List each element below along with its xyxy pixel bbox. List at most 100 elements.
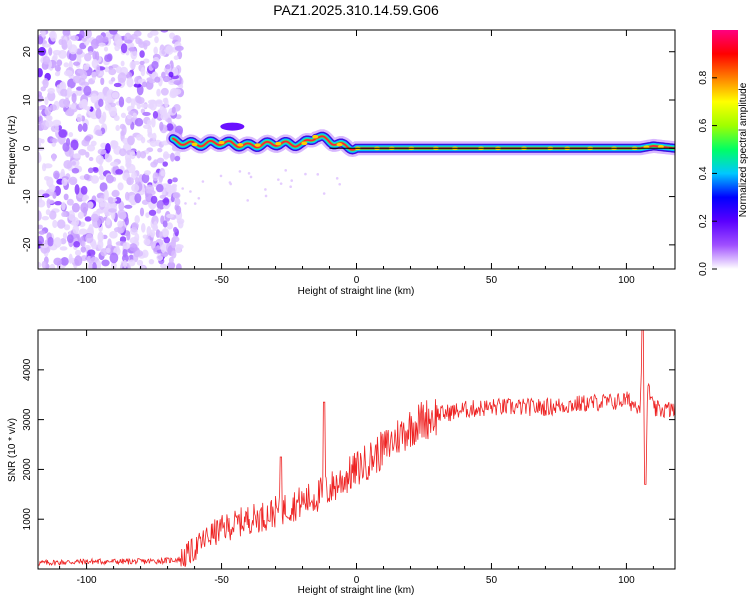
noise-blob bbox=[102, 95, 108, 101]
noise-blob bbox=[99, 182, 108, 192]
chart-title: PAZ1.2025.310.14.59.G06 bbox=[273, 2, 439, 18]
noise-blob bbox=[172, 177, 178, 183]
noise-blob bbox=[124, 216, 129, 226]
noise-blob bbox=[49, 210, 57, 220]
noise-blob bbox=[91, 71, 97, 78]
noise-blob bbox=[81, 196, 87, 202]
noise-blob bbox=[108, 208, 117, 213]
top-y-tick-label: 0 bbox=[22, 145, 33, 151]
noise-blob bbox=[54, 123, 59, 133]
noise-blob bbox=[103, 189, 109, 201]
top-y-axis-label: Frequency (Hz) bbox=[7, 116, 18, 185]
noise-blob bbox=[98, 165, 104, 176]
noise-blob bbox=[162, 97, 168, 104]
noise-blob bbox=[157, 147, 163, 153]
noise-blob bbox=[152, 111, 159, 119]
noise-blob bbox=[145, 212, 150, 218]
noise-dot bbox=[228, 181, 232, 184]
noise-blob bbox=[41, 260, 47, 269]
noise-dot bbox=[264, 188, 267, 191]
noise-blob bbox=[168, 256, 174, 264]
noise-blob bbox=[143, 58, 150, 64]
noise-blob bbox=[154, 76, 161, 83]
noise-blob bbox=[163, 153, 172, 159]
noise-blob bbox=[59, 246, 68, 251]
noise-blob bbox=[48, 47, 53, 56]
noise-blob bbox=[139, 60, 145, 65]
noise-blob bbox=[77, 123, 83, 132]
noise-blob bbox=[60, 237, 67, 245]
noise-blob bbox=[130, 33, 138, 40]
noise-blob bbox=[143, 42, 148, 50]
noise-blob bbox=[150, 117, 156, 128]
noise-blob bbox=[82, 122, 88, 133]
noise-dot bbox=[322, 192, 326, 195]
noise-blob bbox=[131, 183, 140, 193]
noise-blob bbox=[174, 244, 182, 254]
noise-blob bbox=[40, 30, 46, 38]
noise-blob bbox=[95, 259, 102, 269]
noise-blob bbox=[178, 83, 184, 90]
noise-blob bbox=[92, 50, 97, 61]
colorbar-tick-label: 0.4 bbox=[698, 166, 709, 180]
noise-blob bbox=[70, 103, 76, 110]
noise-blob bbox=[156, 199, 166, 210]
noise-blob bbox=[129, 61, 136, 70]
top-x-tick-label: -100 bbox=[77, 275, 97, 286]
snr-background bbox=[38, 330, 675, 569]
noise-blob bbox=[44, 96, 49, 106]
noise-blob bbox=[173, 226, 178, 233]
noise-blob bbox=[38, 137, 43, 144]
noise-dot bbox=[335, 177, 339, 180]
noise-blob bbox=[102, 111, 107, 122]
noise-blob bbox=[111, 92, 119, 99]
noise-blob bbox=[76, 86, 83, 91]
noise-blob bbox=[109, 231, 118, 239]
noise-blob bbox=[62, 142, 70, 152]
noise-blob bbox=[174, 45, 184, 52]
noise-blob bbox=[88, 261, 93, 269]
noise-blob bbox=[140, 150, 147, 159]
noise-blob bbox=[121, 254, 129, 263]
noise-dot bbox=[201, 180, 205, 183]
noise-blob bbox=[175, 263, 182, 269]
noise-blob bbox=[76, 113, 83, 123]
noise-blob bbox=[154, 36, 159, 44]
noise-blob bbox=[173, 55, 179, 60]
noise-blob bbox=[109, 252, 119, 264]
noise-blob bbox=[166, 222, 173, 230]
top-y-tick-label: -20 bbox=[22, 237, 33, 252]
noise-blob bbox=[124, 191, 130, 201]
noise-blob bbox=[153, 159, 159, 166]
noise-blob bbox=[129, 243, 138, 252]
bottom-x-tick-label: -100 bbox=[77, 575, 97, 586]
noise-blob bbox=[147, 103, 154, 109]
noise-blob bbox=[113, 226, 122, 233]
noise-blob bbox=[80, 185, 88, 195]
noise-blob bbox=[97, 239, 104, 250]
noise-blob bbox=[110, 77, 116, 82]
noise-blob bbox=[67, 39, 73, 51]
noise-blob bbox=[171, 250, 177, 259]
noise-dot bbox=[289, 185, 292, 189]
noise-blob bbox=[49, 104, 57, 112]
noise-blob bbox=[38, 35, 44, 45]
noise-blob bbox=[105, 142, 111, 154]
noise-blob bbox=[147, 155, 152, 161]
ridge-peak bbox=[237, 143, 244, 147]
noise-blob bbox=[130, 200, 136, 206]
noise-blob bbox=[147, 131, 153, 138]
noise-blob bbox=[149, 229, 156, 238]
bottom-x-tick-label: 0 bbox=[354, 575, 360, 586]
ridge-peak bbox=[336, 142, 343, 147]
noise-blob bbox=[63, 159, 73, 169]
noise-dot bbox=[284, 169, 287, 172]
noise-blob bbox=[52, 219, 58, 229]
noise-blob bbox=[115, 66, 123, 74]
noise-blob bbox=[141, 249, 149, 258]
noise-blob bbox=[63, 62, 69, 68]
noise-blob bbox=[87, 167, 94, 174]
noise-blob bbox=[118, 96, 125, 108]
noise-blob bbox=[134, 117, 144, 127]
